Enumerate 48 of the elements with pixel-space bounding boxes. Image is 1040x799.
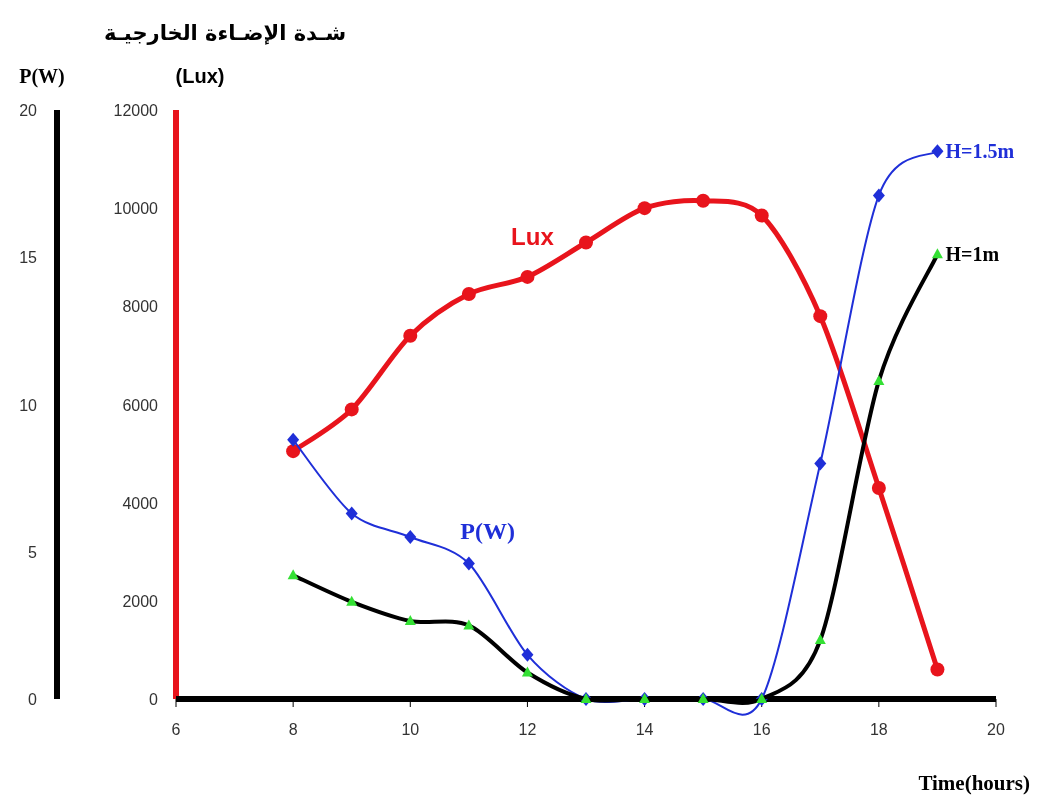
x-tick-label: 10 (401, 721, 420, 738)
point (696, 193, 711, 208)
series-label: H=1m (945, 243, 1000, 266)
x-axis-title: Time(hours) (918, 771, 1030, 795)
x-tick-label: 14 (635, 721, 654, 738)
y-tick-label: 15 (19, 249, 38, 267)
point (345, 506, 358, 521)
point (521, 647, 534, 662)
point (930, 662, 945, 677)
point (754, 208, 769, 223)
point (287, 432, 300, 447)
series-label: Lux (511, 222, 555, 250)
point (403, 328, 418, 343)
y-tick-label: 10 (19, 396, 38, 414)
point (344, 402, 359, 417)
annotation: P(W) (460, 518, 515, 545)
point (461, 287, 476, 302)
point (579, 235, 593, 250)
y-tick-label: 20 (19, 102, 38, 119)
x-tick-label: 6 (171, 721, 181, 738)
y-tick-label: 5 (28, 543, 38, 561)
point (814, 456, 827, 471)
y2-tick-label: 2000 (122, 592, 159, 610)
x-tick-label: 12 (518, 721, 537, 738)
y2-tick-label: 10000 (113, 200, 159, 218)
y2-tick-label: 12000 (113, 102, 159, 119)
point (871, 480, 886, 495)
point (637, 201, 652, 216)
point (931, 144, 944, 159)
y2-tick-label: 0 (149, 691, 159, 708)
point (286, 444, 301, 459)
x-tick-label: 18 (869, 721, 888, 738)
point (462, 556, 475, 571)
chart-title: شـدة الإضـاءة الخارجيـة (103, 21, 347, 45)
series-label: H=1.5m (945, 140, 1015, 163)
x-tick-label: 8 (288, 721, 298, 738)
x-tick-label: 20 (987, 721, 1005, 738)
point (404, 530, 417, 545)
y2-axis-title: (Lux) (175, 65, 225, 87)
point (872, 188, 885, 203)
point (813, 309, 828, 324)
y2-tick-label: 6000 (122, 396, 159, 414)
point (520, 269, 535, 284)
y2-tick-label: 8000 (122, 298, 159, 316)
y-tick-label: 0 (28, 691, 38, 708)
x-tick-label: 16 (752, 721, 771, 738)
y2-tick-label: 4000 (122, 494, 159, 512)
y-axis-title: P(W) (19, 65, 65, 88)
